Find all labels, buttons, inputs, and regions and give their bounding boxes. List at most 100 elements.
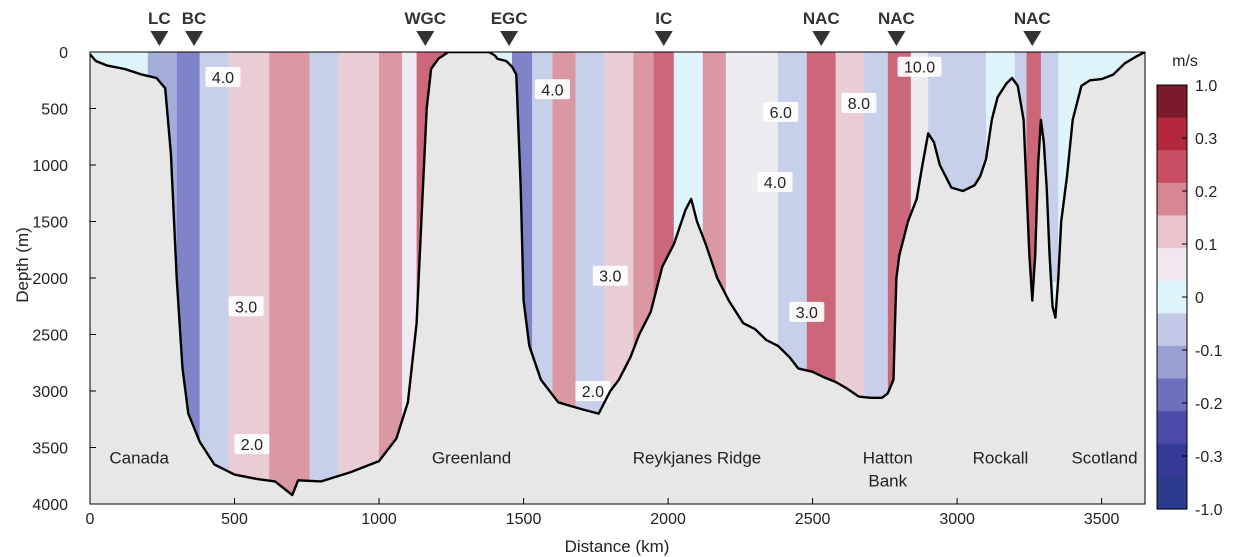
isotherm-label-text: 4.0 bbox=[764, 175, 786, 192]
y-axis-label: Depth (m) bbox=[13, 227, 32, 303]
colorbar-segment bbox=[1157, 117, 1187, 151]
isotherm-label-text: 2.0 bbox=[582, 384, 604, 401]
isotherm-label-text: 4.0 bbox=[212, 70, 234, 87]
isotherm-labels: 4.0 4.0 2.0 2.0 3.0 3.0 3.0 4.0 6.0 8.0 10.0 bbox=[205, 56, 942, 455]
colorbar-segment bbox=[1157, 182, 1187, 216]
y-tick-label: 1500 bbox=[32, 215, 68, 232]
velocity-band bbox=[575, 52, 605, 416]
colorbar-segment bbox=[1157, 345, 1187, 380]
isotherm-label-text: 4.0 bbox=[541, 82, 563, 99]
region-label: Canada bbox=[109, 449, 169, 468]
isotherm-label-text: 10.0 bbox=[904, 60, 935, 77]
colorbar-tick-label: -0.1 bbox=[1195, 343, 1223, 360]
colorbar-segment bbox=[1157, 215, 1187, 249]
current-marker-triangle bbox=[812, 31, 831, 46]
y-axis-ticks: 0 500 1000 1500 2000 2500 3000 3500 4000 bbox=[32, 45, 96, 514]
isotherm-label-bg bbox=[205, 66, 241, 87]
velocity-bands bbox=[147, 52, 1059, 495]
isotherm-label: 6.0 bbox=[763, 101, 799, 122]
colorbar-tick-label: -0.3 bbox=[1195, 449, 1223, 466]
colorbar: 1.0 0.3 0.2 0.1 0 -0.1 -0.2 -0.3 -1.0 bbox=[1156, 78, 1223, 519]
colorbar-tick-label: 0.2 bbox=[1195, 184, 1217, 201]
isotherm-label-bg bbox=[789, 301, 825, 322]
isotherm-label-text: 3.0 bbox=[796, 305, 818, 322]
current-marker-label: NAC bbox=[1014, 9, 1051, 28]
region-label: Scotland bbox=[1071, 449, 1137, 468]
colorbar-tick-label: -1.0 bbox=[1195, 502, 1223, 519]
colorbar-segment bbox=[1157, 476, 1187, 510]
colorbar-segment bbox=[1157, 248, 1187, 282]
x-tick-label: 2000 bbox=[650, 511, 686, 528]
region-label: Rockall bbox=[973, 449, 1029, 468]
isotherm-label-text: 3.0 bbox=[599, 269, 621, 286]
isotherm-label: 2.0 bbox=[234, 434, 270, 455]
velocity-band bbox=[633, 52, 654, 354]
bathymetry-line bbox=[90, 52, 1145, 497]
current-marker-triangle bbox=[185, 31, 204, 46]
velocity-band bbox=[604, 52, 634, 407]
isotherm-label: 3.0 bbox=[789, 301, 825, 322]
region-label: Reykjanes Ridge bbox=[633, 449, 762, 468]
y-tick-label: 2000 bbox=[32, 271, 68, 288]
y-tick-label: 1000 bbox=[32, 158, 68, 175]
isotherm-label-bg bbox=[841, 92, 877, 113]
isotherm-label-bg bbox=[228, 296, 264, 317]
velocity-band bbox=[653, 52, 674, 305]
x-tick-label: 0 bbox=[86, 511, 95, 528]
colorbar-segment bbox=[1157, 378, 1187, 412]
isotherm-label: 4.0 bbox=[205, 66, 241, 87]
velocity-band bbox=[176, 52, 200, 446]
colorbar-segment bbox=[1157, 313, 1187, 347]
colorbar-segment bbox=[1157, 411, 1187, 445]
current-marker-triangle bbox=[500, 31, 519, 46]
x-tick-label: 3500 bbox=[1084, 511, 1120, 528]
isotherm-label-bg bbox=[234, 434, 270, 455]
velocity-band bbox=[702, 52, 726, 299]
colorbar-segment bbox=[1157, 150, 1187, 184]
velocity-band bbox=[309, 52, 339, 485]
y-tick-label: 4000 bbox=[32, 497, 68, 514]
isotherm-label-text: 3.0 bbox=[235, 299, 257, 316]
x-tick-label: 2500 bbox=[795, 511, 831, 528]
isotherm-label-bg bbox=[592, 265, 628, 286]
y-tick-label: 500 bbox=[41, 102, 68, 119]
isotherm-label-text: 6.0 bbox=[770, 105, 792, 122]
current-marker-label: WGC bbox=[405, 9, 447, 28]
velocity-band bbox=[379, 52, 403, 466]
isotherm-label-text: 2.0 bbox=[241, 437, 263, 454]
x-tick-label: 3000 bbox=[939, 511, 975, 528]
isotherm-label: 10.0 bbox=[897, 56, 942, 77]
isotherm-label-bg bbox=[763, 101, 799, 122]
colorbar-tick-label: 0 bbox=[1195, 290, 1204, 307]
current-markers: LC BC WGC EGC IC NAC NAC NAC bbox=[148, 9, 1051, 46]
current-marker-triangle bbox=[1023, 31, 1042, 46]
velocity-band bbox=[725, 52, 778, 350]
region-label: Hatton bbox=[863, 449, 913, 468]
region-labels: Canada Greenland Reykjanes Ridge Hatton Bank… bbox=[109, 449, 1137, 491]
colorbar-segment bbox=[1157, 85, 1187, 119]
velocity-band bbox=[199, 52, 229, 476]
isotherm-label-text: 8.0 bbox=[848, 96, 870, 113]
isotherm-label-bg bbox=[757, 171, 793, 192]
current-marker-triangle bbox=[654, 31, 673, 46]
isotherm-label: 3.0 bbox=[228, 296, 264, 317]
seafloor-line bbox=[90, 52, 1145, 497]
isotherm-label-bg bbox=[534, 79, 570, 100]
current-marker-triangle bbox=[150, 31, 169, 46]
isotherm-label: 3.0 bbox=[592, 265, 628, 286]
current-marker-triangle bbox=[887, 31, 906, 46]
region-label: Bank bbox=[868, 471, 907, 490]
x-axis-ticks: 0 500 1000 1500 2000 2500 3000 3500 bbox=[86, 498, 1120, 528]
velocity-band bbox=[228, 52, 270, 485]
colorbar-tick-label: 0.3 bbox=[1195, 131, 1217, 148]
colorbar-segment bbox=[1157, 443, 1187, 477]
x-axis-label: Distance (km) bbox=[565, 537, 670, 556]
isotherm-label: 8.0 bbox=[841, 92, 877, 113]
isotherm-label: 4.0 bbox=[757, 171, 793, 192]
colorbar-tick-label: -0.2 bbox=[1195, 396, 1223, 413]
colorbar-unit-label: m/s bbox=[1172, 53, 1198, 70]
isotherm-label-bg bbox=[897, 56, 942, 77]
velocity-band bbox=[864, 52, 888, 402]
region-label: Greenland bbox=[432, 449, 511, 468]
